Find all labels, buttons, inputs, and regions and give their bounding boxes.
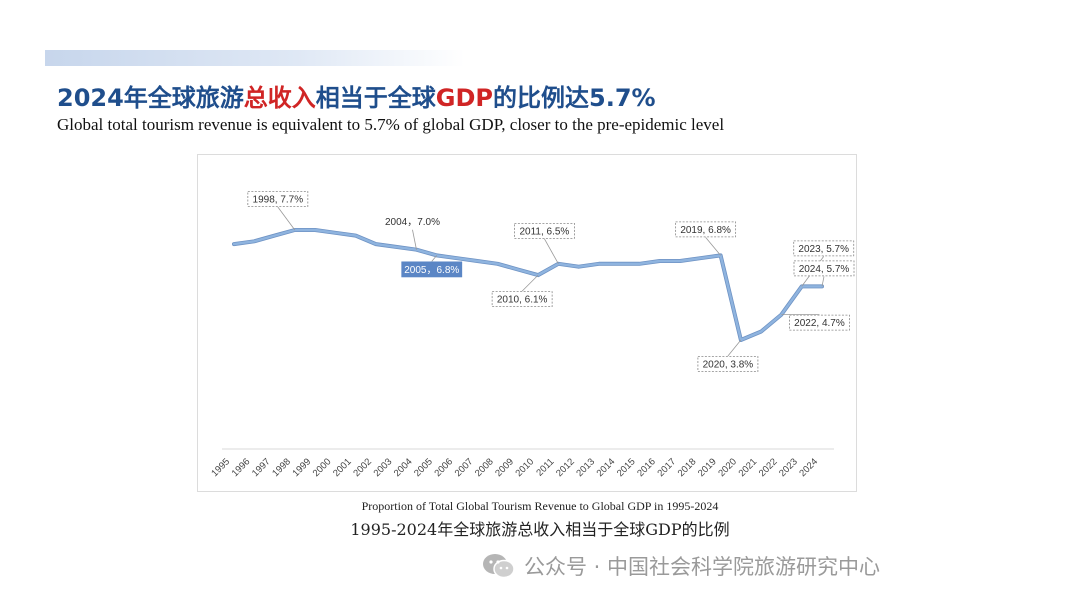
- label-leader: [705, 237, 721, 256]
- data-label: 2010, 6.1%: [497, 295, 548, 306]
- x-tick-label: 2021: [737, 456, 760, 479]
- x-tick-label: 2011: [534, 456, 556, 478]
- chart-frame: [197, 154, 857, 492]
- x-tick-label: 2005: [412, 456, 435, 479]
- x-tick-label: 2014: [595, 456, 618, 479]
- x-tick-label: 2018: [676, 456, 699, 479]
- title-part: 相当于全球: [315, 84, 436, 112]
- x-tick-label: 2019: [696, 456, 719, 479]
- header-decoration: [45, 50, 465, 66]
- label-leader: [544, 238, 559, 265]
- wechat-icon: [483, 554, 515, 579]
- x-tick-label: 2000: [311, 456, 334, 479]
- x-tick-label: 2022: [757, 456, 780, 479]
- label-box: [697, 356, 759, 372]
- label-box: [247, 191, 309, 207]
- title-part: 总收入: [243, 84, 316, 112]
- label-box: [514, 222, 575, 239]
- x-tick-label: 2017: [655, 456, 678, 479]
- label-box: [793, 240, 855, 257]
- label-leader: [521, 274, 539, 292]
- x-tick-label: 1999: [290, 456, 313, 479]
- x-tick-label: 2003: [372, 456, 395, 479]
- x-tick-label: 2020: [716, 456, 739, 479]
- data-label: 2011, 6.5%: [519, 226, 569, 237]
- x-tick-label: 2006: [432, 456, 455, 479]
- watermark-text: 公众号 · 中国社会科学院旅游研究中心: [524, 555, 881, 579]
- label-leader: [727, 339, 742, 357]
- chart-caption-cn: 1995-2024年全球旅游总收入相当于全球GDP的比例: [350, 520, 730, 539]
- label-leader: [412, 229, 417, 250]
- label-box: [789, 314, 850, 331]
- data-label: 2022, 4.7%: [794, 318, 845, 329]
- data-label: 2004，7.0%: [385, 217, 440, 228]
- x-tick-label: 2009: [493, 456, 516, 479]
- slide-subtitle: Global total tourism revenue is equivale…: [57, 115, 725, 134]
- x-tick-label: 2007: [453, 456, 476, 479]
- data-label: 2023, 5.7%: [798, 244, 849, 255]
- label-leader: [431, 255, 438, 262]
- x-tick-label: 2002: [351, 456, 374, 479]
- x-tick-label: 2016: [635, 456, 658, 479]
- x-tick-label: 1997: [250, 456, 273, 479]
- x-tick-label: 2024: [797, 456, 820, 479]
- data-label: 2019, 6.8%: [680, 225, 731, 236]
- x-tick-label: 2013: [574, 456, 597, 479]
- title-part: 2024年全球旅游: [57, 84, 244, 112]
- x-tick-label: 2010: [514, 456, 537, 479]
- data-label: 2005，6.8%: [404, 265, 459, 276]
- data-label: 1998, 7.7%: [253, 195, 304, 206]
- label-box: [491, 291, 553, 308]
- data-label: 2024, 5.7%: [799, 264, 850, 275]
- x-tick-label: 2001: [331, 456, 354, 479]
- x-tick-label: 2015: [615, 456, 638, 479]
- x-tick-label: 2023: [777, 456, 800, 479]
- watermark: 公众号 · 中国社会科学院旅游研究中心: [482, 551, 880, 581]
- label-box: [793, 260, 855, 277]
- slide-title: 2024年全球旅游总收入相当于全球GDP的比例达5.7%: [57, 78, 656, 113]
- x-tick-label: 2004: [392, 456, 415, 479]
- label-leader: [821, 276, 825, 287]
- x-tick-label: 2012: [554, 456, 577, 479]
- x-tick-label: 1998: [270, 456, 293, 479]
- x-tick-label: 2008: [473, 456, 496, 479]
- chart-caption: Proportion of Total Global Tourism Reven…: [361, 499, 719, 513]
- label-box: [675, 221, 737, 238]
- x-tick-label: 1995: [209, 456, 232, 479]
- data-label: 2020, 3.8%: [703, 360, 754, 371]
- x-tick-label: 1996: [230, 456, 253, 479]
- label-box: [401, 261, 463, 278]
- title-part: GDP: [435, 84, 494, 112]
- data-line: [232, 228, 824, 342]
- label-leader: [277, 206, 296, 231]
- title-part: 的比例达5.7%: [493, 84, 656, 112]
